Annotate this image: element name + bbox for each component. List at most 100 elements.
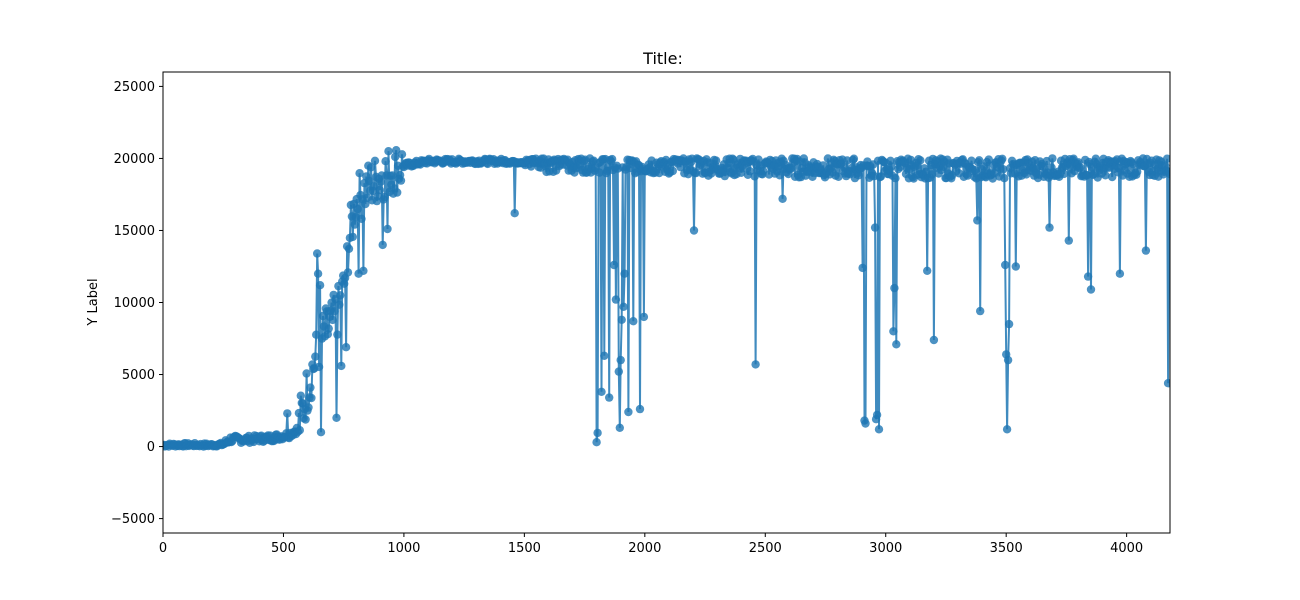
data-point xyxy=(620,269,629,278)
data-point xyxy=(376,177,385,186)
chart-title: Title: xyxy=(642,49,683,68)
data-point xyxy=(397,150,407,159)
data-point xyxy=(597,387,606,396)
data-point xyxy=(313,249,322,258)
data-point xyxy=(611,295,621,304)
data-point xyxy=(1165,169,1170,179)
data-point xyxy=(1076,163,1085,172)
data-point xyxy=(357,214,366,223)
data-point xyxy=(751,360,760,369)
data-point xyxy=(510,209,519,218)
data-point xyxy=(1108,172,1117,182)
y-tick-label: 5000 xyxy=(122,368,155,383)
data-point xyxy=(1004,319,1014,329)
data-point xyxy=(870,223,880,232)
data-point xyxy=(999,165,1008,174)
data-point xyxy=(890,283,899,293)
data-point xyxy=(619,302,628,311)
data-point xyxy=(1059,169,1069,179)
data-point xyxy=(975,156,984,165)
data-point xyxy=(381,157,390,166)
data-point xyxy=(617,315,626,324)
x-tick-label: 4000 xyxy=(1110,541,1143,556)
data-point xyxy=(375,185,384,195)
data-point xyxy=(359,266,368,275)
data-point xyxy=(635,404,645,414)
data-point xyxy=(335,300,344,309)
x-tick-label: 0 xyxy=(159,541,167,556)
data-point xyxy=(1003,355,1013,365)
data-point xyxy=(1000,174,1009,183)
data-point xyxy=(388,171,397,180)
data-point xyxy=(295,426,304,435)
data-point xyxy=(976,306,985,316)
data-point xyxy=(689,226,699,235)
data-point xyxy=(332,413,341,422)
x-tick-label: 2500 xyxy=(749,541,782,556)
data-point xyxy=(355,169,364,178)
data-point xyxy=(328,315,337,325)
data-point xyxy=(750,172,759,181)
data-point xyxy=(1101,171,1110,180)
y-tick-label: 0 xyxy=(147,440,155,455)
plot-area xyxy=(163,146,1170,451)
data-point xyxy=(629,317,638,326)
data-point xyxy=(343,268,353,277)
data-point xyxy=(668,166,677,176)
data-point xyxy=(858,263,867,273)
data-point xyxy=(365,176,374,186)
data-point xyxy=(616,355,625,365)
y-tick-label: 10000 xyxy=(114,296,155,311)
data-point xyxy=(609,260,619,270)
series-group xyxy=(163,146,1170,451)
data-point xyxy=(304,403,313,412)
data-point xyxy=(1045,223,1054,232)
data-point xyxy=(887,162,896,171)
axes: 0 500 1000 1500 2000 2500 3000 3500 4000 −5000 0 50… xyxy=(111,71,1171,556)
data-point xyxy=(1011,262,1020,271)
data-point xyxy=(302,369,311,378)
data-point xyxy=(1115,269,1125,278)
data-point xyxy=(344,244,354,253)
data-point xyxy=(1001,260,1010,270)
data-point xyxy=(614,367,623,376)
y-tick-label: 25000 xyxy=(114,80,155,95)
data-point xyxy=(929,335,939,345)
data-point xyxy=(892,340,901,349)
data-point xyxy=(333,330,342,339)
x-tick-label: 3000 xyxy=(869,541,902,556)
data-point xyxy=(384,147,393,156)
data-point xyxy=(301,415,310,424)
data-point xyxy=(778,194,787,203)
data-point xyxy=(1086,285,1096,294)
data-point xyxy=(353,204,362,214)
data-point xyxy=(973,216,982,225)
data-point xyxy=(324,324,333,333)
data-point xyxy=(306,383,315,392)
data-point xyxy=(307,393,316,403)
data-point xyxy=(1002,425,1012,434)
data-point xyxy=(1163,379,1170,388)
data-point xyxy=(849,154,859,163)
data-point xyxy=(593,428,602,438)
data-point xyxy=(889,327,898,336)
data-point xyxy=(1064,236,1074,245)
data-point xyxy=(296,391,305,400)
data-point xyxy=(378,240,387,250)
data-point xyxy=(600,351,609,360)
data-point xyxy=(1162,154,1170,163)
data-point xyxy=(350,220,359,229)
data-point xyxy=(336,291,345,300)
data-point xyxy=(834,172,843,181)
data-point xyxy=(341,343,351,352)
data-point xyxy=(891,174,900,183)
data-point xyxy=(313,269,323,278)
y-tick-label: 15000 xyxy=(114,224,155,239)
x-tick-label: 2000 xyxy=(628,541,661,556)
data-point xyxy=(348,232,357,242)
data-point xyxy=(283,409,292,418)
data-point xyxy=(316,428,326,437)
data-point xyxy=(314,362,324,372)
